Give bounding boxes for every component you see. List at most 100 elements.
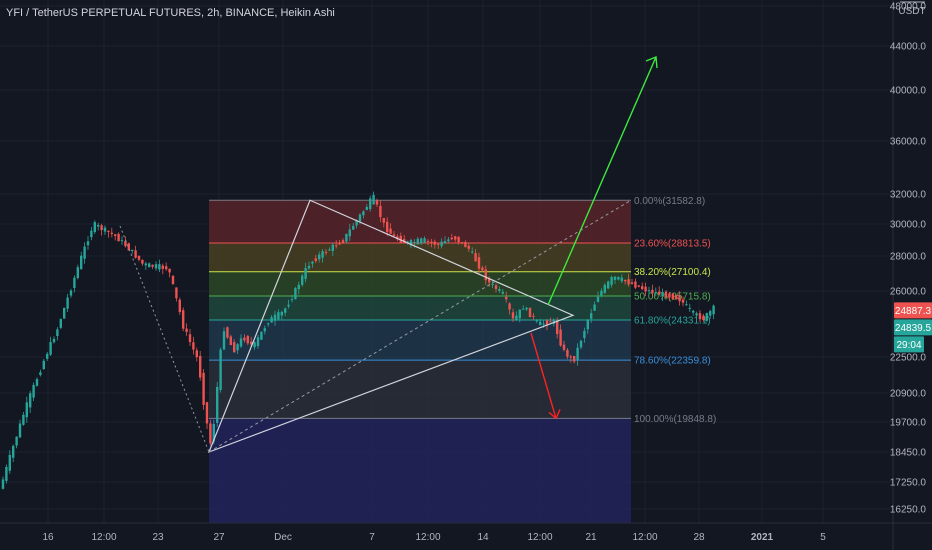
candle-body bbox=[671, 293, 674, 300]
candle-body bbox=[552, 319, 555, 324]
candle-body bbox=[498, 288, 501, 291]
candle-body bbox=[630, 282, 634, 284]
price-badge-label: 29:04 bbox=[896, 340, 921, 351]
candle-body bbox=[624, 279, 627, 282]
candle-body bbox=[488, 278, 491, 283]
time-tick-label: Dec bbox=[274, 532, 292, 543]
candle-body bbox=[195, 350, 198, 358]
candle-body bbox=[416, 238, 419, 245]
candle-body bbox=[692, 310, 695, 313]
candle-body bbox=[56, 329, 59, 337]
candle-body bbox=[290, 299, 294, 301]
candle-body bbox=[18, 423, 22, 438]
candle-body bbox=[681, 299, 685, 303]
candle-body bbox=[505, 296, 508, 300]
candle-body bbox=[158, 264, 161, 270]
candle-body bbox=[471, 251, 474, 253]
candle-body bbox=[603, 284, 606, 293]
time-tick-label: 7 bbox=[369, 532, 375, 543]
fib-level-label: 78.60%(22359.8) bbox=[634, 356, 711, 367]
fib-level-label: 23.60%(28813.5) bbox=[634, 238, 711, 249]
time-axis[interactable]: 16 12:00 23 27 Dec 7 12:00 14 12:00 21 12:00 28 2021… bbox=[0, 522, 932, 543]
candle-body bbox=[277, 312, 280, 320]
candle-body bbox=[600, 290, 603, 296]
candle-body bbox=[93, 222, 96, 233]
candle-body bbox=[654, 292, 657, 294]
candle-body bbox=[484, 269, 487, 281]
fib-band bbox=[209, 418, 631, 523]
candle-body bbox=[545, 320, 549, 326]
candle-body bbox=[1, 479, 5, 489]
candle-body bbox=[301, 275, 304, 285]
candle-body bbox=[154, 264, 158, 269]
candle-body bbox=[175, 287, 178, 299]
candle-body bbox=[634, 281, 637, 288]
candle-body bbox=[702, 315, 705, 321]
candle-body bbox=[698, 313, 702, 320]
candle-body bbox=[678, 295, 681, 302]
candle-body bbox=[144, 263, 147, 266]
candle-body bbox=[318, 254, 321, 260]
candle-body bbox=[199, 355, 202, 378]
candle-body bbox=[573, 355, 576, 362]
price-tick-label: 22500.0 bbox=[890, 353, 927, 364]
candle-body bbox=[709, 311, 712, 316]
candle-body bbox=[314, 258, 317, 262]
candle-body bbox=[273, 314, 277, 321]
price-tick-label: 17250.0 bbox=[890, 478, 927, 489]
candle-body bbox=[549, 321, 552, 323]
price-axis-unit: USDT bbox=[898, 6, 925, 17]
candle-body bbox=[406, 241, 409, 243]
candle-body bbox=[239, 338, 243, 347]
candle-body bbox=[528, 307, 532, 318]
candle-body bbox=[209, 423, 212, 444]
candle-body bbox=[137, 255, 141, 260]
candle-body bbox=[117, 233, 120, 242]
candle-body bbox=[42, 360, 45, 369]
bullish-arrow-head bbox=[645, 56, 658, 69]
candle-body bbox=[127, 243, 130, 251]
candle-body bbox=[542, 323, 545, 325]
candle-body bbox=[168, 268, 171, 273]
time-tick-label: 12:00 bbox=[415, 532, 440, 543]
candle-body bbox=[658, 291, 661, 295]
candle-body bbox=[494, 285, 498, 290]
candle-body bbox=[66, 297, 69, 309]
candle-body bbox=[712, 305, 715, 315]
candle-body bbox=[32, 384, 35, 398]
price-tick-label: 19700.0 bbox=[890, 418, 927, 429]
candle-body bbox=[76, 267, 79, 278]
candle-body bbox=[433, 241, 436, 245]
bullish-arrow bbox=[547, 56, 657, 306]
candle-body bbox=[260, 331, 263, 340]
candle-body bbox=[668, 293, 671, 298]
fib-level-label: 100.00%(19848.8) bbox=[634, 414, 716, 425]
candle-body bbox=[205, 402, 209, 424]
candle-body bbox=[253, 342, 256, 348]
candle-body bbox=[202, 372, 205, 405]
candle-body bbox=[511, 312, 515, 319]
candle-body bbox=[52, 338, 56, 343]
time-tick-label: 14 bbox=[477, 532, 489, 543]
candle-body bbox=[39, 372, 42, 376]
fib-level-label: 38.20%(27100.4) bbox=[634, 267, 711, 278]
candle-body bbox=[610, 277, 613, 285]
candle-body bbox=[229, 336, 232, 346]
price-tick-label: 32000.0 bbox=[890, 190, 927, 201]
price-tick-label: 36000.0 bbox=[890, 137, 927, 148]
candle-body bbox=[556, 320, 559, 334]
fib-level-label: 61.80%(24331.1) bbox=[634, 316, 711, 327]
fib-level-label: 0.00%(31582.8) bbox=[634, 196, 705, 207]
time-tick-label: 27 bbox=[213, 532, 225, 543]
candle-body bbox=[559, 329, 562, 346]
candle-body bbox=[46, 353, 49, 359]
candle-body bbox=[29, 393, 32, 408]
price-tick-label: 26000.0 bbox=[890, 287, 927, 298]
candle-body bbox=[311, 261, 314, 264]
candle-body bbox=[375, 200, 379, 205]
candle-body bbox=[355, 220, 358, 226]
candle-body bbox=[695, 313, 698, 316]
candle-body bbox=[535, 320, 538, 322]
